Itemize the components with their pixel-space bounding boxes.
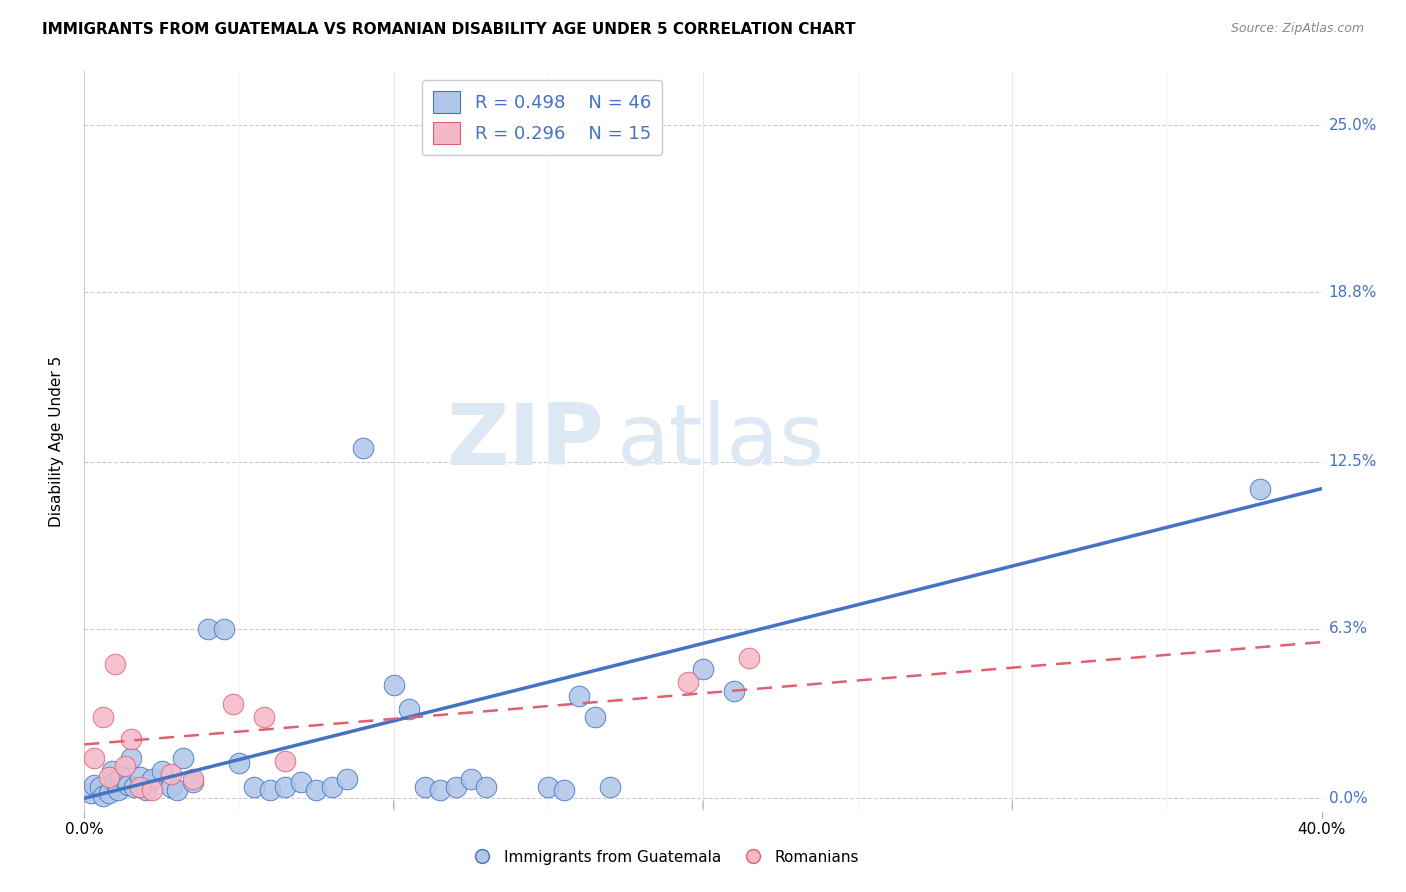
Point	[141, 772, 163, 787]
Point	[104, 657, 127, 671]
Point	[129, 770, 152, 784]
Text: 18.8%: 18.8%	[1329, 285, 1376, 300]
Text: IMMIGRANTS FROM GUATEMALA VS ROMANIAN DISABILITY AGE UNDER 5 CORRELATION CHART: IMMIGRANTS FROM GUATEMALA VS ROMANIAN DI…	[42, 22, 856, 37]
Point	[141, 783, 163, 797]
Point	[160, 780, 183, 795]
Point	[110, 770, 132, 784]
Point	[599, 780, 621, 795]
Point	[122, 780, 145, 795]
Point	[160, 767, 183, 781]
Point	[120, 751, 142, 765]
Point	[1249, 482, 1271, 496]
Point	[98, 770, 121, 784]
Point	[290, 775, 312, 789]
Point	[460, 772, 482, 787]
Point	[382, 678, 405, 692]
Point	[475, 780, 498, 795]
Point	[107, 783, 129, 797]
Point	[352, 442, 374, 456]
Point	[117, 778, 139, 792]
Point	[274, 754, 297, 768]
Y-axis label: Disability Age Under 5: Disability Age Under 5	[49, 356, 63, 527]
Point	[305, 783, 328, 797]
Point	[553, 783, 575, 797]
Point	[222, 697, 245, 711]
Point	[83, 751, 105, 765]
Text: ZIP: ZIP	[446, 400, 605, 483]
Point	[181, 775, 204, 789]
Point	[129, 780, 152, 795]
Point	[104, 775, 127, 789]
Point	[537, 780, 560, 795]
Point	[83, 778, 105, 792]
Point	[723, 683, 745, 698]
Point	[253, 710, 276, 724]
Point	[413, 780, 436, 795]
Point	[89, 780, 111, 795]
Point	[259, 783, 281, 797]
Point	[336, 772, 359, 787]
Point	[166, 783, 188, 797]
Text: 6.3%: 6.3%	[1329, 621, 1368, 636]
Point	[321, 780, 343, 795]
Text: 0.0%: 0.0%	[1329, 791, 1367, 805]
Point	[212, 622, 235, 636]
Point	[444, 780, 467, 795]
Point	[181, 772, 204, 787]
Point	[429, 783, 451, 797]
Point	[172, 751, 194, 765]
Text: 25.0%: 25.0%	[1329, 118, 1376, 133]
Point	[692, 662, 714, 676]
Point	[274, 780, 297, 795]
Legend: Immigrants from Guatemala, Romanians: Immigrants from Guatemala, Romanians	[467, 844, 865, 871]
Point	[568, 689, 591, 703]
Text: atlas: atlas	[616, 400, 824, 483]
Point	[101, 764, 124, 779]
Point	[243, 780, 266, 795]
Point	[91, 789, 114, 803]
Point	[228, 756, 250, 771]
Point	[197, 622, 219, 636]
Point	[150, 764, 173, 779]
Point	[583, 710, 606, 724]
Point	[738, 651, 761, 665]
Point	[98, 786, 121, 800]
Point	[676, 675, 699, 690]
Point	[114, 759, 136, 773]
Point	[398, 702, 420, 716]
Point	[91, 710, 114, 724]
Point	[135, 783, 157, 797]
Point	[79, 786, 101, 800]
Point	[120, 732, 142, 747]
Text: 12.5%: 12.5%	[1329, 454, 1376, 469]
Text: Source: ZipAtlas.com: Source: ZipAtlas.com	[1230, 22, 1364, 36]
